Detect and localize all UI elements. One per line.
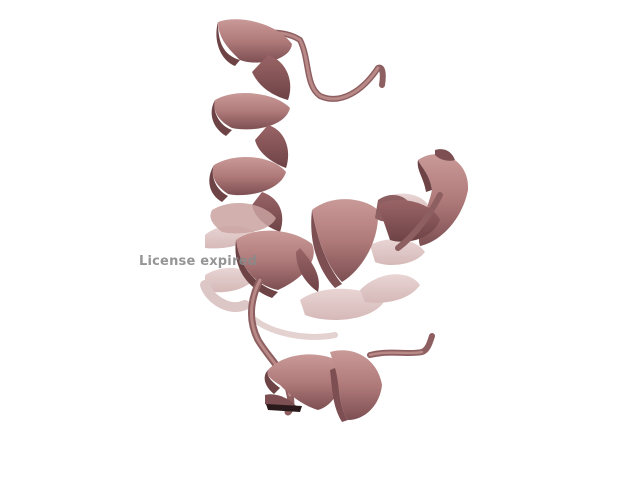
helix-left [209, 19, 292, 234]
license-watermark: License expired [139, 254, 258, 269]
helix-bottom [264, 350, 382, 422]
coil-down [247, 276, 295, 416]
coil-right [395, 192, 443, 251]
helix-right [378, 149, 469, 246]
